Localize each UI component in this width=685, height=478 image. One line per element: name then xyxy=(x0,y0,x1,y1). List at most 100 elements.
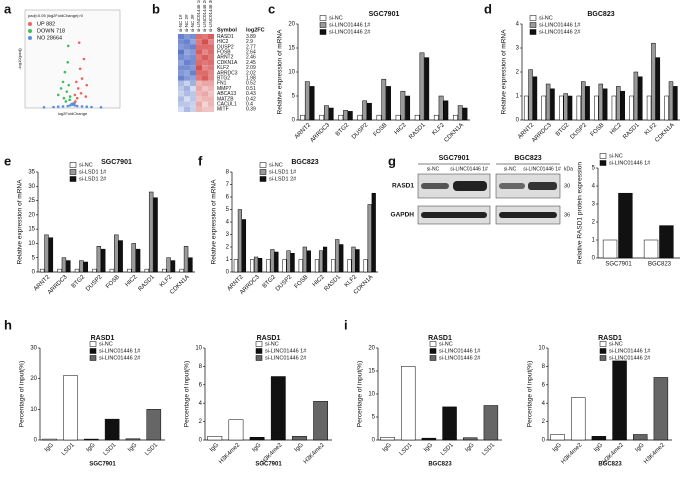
y-tick-label: 2 xyxy=(592,220,596,226)
bar xyxy=(653,377,669,441)
bar xyxy=(313,401,329,441)
legend-swatch xyxy=(255,355,263,361)
bar xyxy=(319,114,325,121)
legend-label: si-LINC01446 1# xyxy=(439,348,481,354)
point xyxy=(80,105,84,108)
bar xyxy=(66,260,71,273)
heat-cell xyxy=(178,80,184,86)
bar xyxy=(362,100,368,121)
y-axis-label: Relative RASD1 protein expression xyxy=(577,162,584,264)
legend-swatch xyxy=(259,169,267,175)
point xyxy=(59,87,63,90)
legend-label: si-NC xyxy=(539,15,553,21)
bar xyxy=(598,83,604,121)
heat-cell xyxy=(184,60,190,66)
band xyxy=(528,182,557,190)
y-tick-label: 8 xyxy=(542,364,546,370)
panel-letter: a xyxy=(4,1,12,16)
bar xyxy=(339,244,344,273)
x-tick-label: DUSP2 xyxy=(275,274,294,293)
y-tick-label: 6 xyxy=(199,382,203,388)
logfc-label: 0.43 xyxy=(246,91,256,97)
bar xyxy=(367,204,372,273)
bar xyxy=(602,239,618,259)
bar xyxy=(541,95,546,121)
heat-cell xyxy=(178,60,184,66)
legend-label: si-LSD1 2# xyxy=(79,176,107,182)
heat-cell xyxy=(202,49,208,55)
heat-cell xyxy=(208,86,214,92)
legend-label: si-LINC01446 2# xyxy=(99,355,141,361)
heat-cell xyxy=(184,34,190,40)
blot-lane: si-LINC01446 1# xyxy=(450,166,488,172)
y-tick-label: 8 xyxy=(199,364,203,370)
y-tick-label: 3 xyxy=(226,232,230,238)
x-tick-label: IgG xyxy=(44,442,55,453)
logfc-label: 0.51 xyxy=(246,86,256,92)
legend-swatch xyxy=(89,355,97,361)
point xyxy=(68,95,72,98)
logfc-label: 0.42 xyxy=(246,96,256,102)
bar xyxy=(347,111,353,121)
x-tick-label: KLF2 xyxy=(344,274,359,289)
bar xyxy=(131,243,136,273)
bar xyxy=(395,114,401,121)
heat-cell xyxy=(208,75,214,81)
heat-cell xyxy=(202,44,208,50)
heat-cell xyxy=(208,54,214,60)
y-tick-label: 0 xyxy=(516,118,520,124)
x-tick-label: IgG xyxy=(209,442,220,453)
heat-cell xyxy=(178,86,184,92)
gene-label: MMP7 xyxy=(217,86,232,92)
column-label: si-NC 1# xyxy=(178,14,183,32)
bar xyxy=(166,257,171,273)
x-tick-label: RASD1 xyxy=(138,274,157,293)
logfc-label: 0.52 xyxy=(246,81,256,87)
logfc-label: 2.64 xyxy=(246,50,256,56)
bar xyxy=(179,268,184,273)
legend-label: si-LINC01446 2# xyxy=(439,355,481,361)
heat-cell xyxy=(190,101,196,107)
x-tick-label: IgG xyxy=(634,442,645,453)
point xyxy=(84,95,88,98)
y-tick-label: 0 xyxy=(32,270,36,276)
heat-cell xyxy=(178,75,184,81)
y-tick-label: 10 xyxy=(288,70,295,76)
heat-cell xyxy=(178,34,184,40)
bar xyxy=(545,83,551,121)
bar xyxy=(351,246,356,273)
bar xyxy=(306,250,311,273)
heat-cell xyxy=(184,96,190,102)
legend-label: si-NC xyxy=(329,15,343,21)
x-tick-label: HIC2 xyxy=(312,274,326,288)
bar xyxy=(48,237,54,273)
bar xyxy=(591,436,607,441)
blot-frame xyxy=(417,163,561,225)
y-tick-label: 25 xyxy=(28,198,35,204)
bar xyxy=(567,95,573,121)
point xyxy=(61,80,65,84)
bar xyxy=(57,268,62,273)
heat-cell xyxy=(196,65,202,71)
bar xyxy=(483,405,499,441)
x-tick-label: LSD1 xyxy=(399,442,414,457)
legend-swatch xyxy=(429,341,437,347)
x-tick-label: RASD1 xyxy=(324,274,343,293)
heat-cell xyxy=(202,75,208,81)
blot-lane: si-LINC01446 1# xyxy=(523,166,561,172)
logfc-label: 3.89 xyxy=(246,34,256,40)
heat-cell xyxy=(196,91,202,97)
bar xyxy=(585,86,590,121)
y-tick-label: 5 xyxy=(372,415,376,421)
heat-cell xyxy=(202,70,208,76)
legend-label: si-NC xyxy=(439,341,453,347)
bar xyxy=(338,114,344,121)
heat-cell xyxy=(184,39,190,45)
blot-lane: si-NC xyxy=(504,166,517,172)
bar xyxy=(655,57,661,121)
heat-cell xyxy=(196,80,202,86)
bar xyxy=(419,52,425,121)
bar xyxy=(270,249,275,273)
bar xyxy=(638,76,643,121)
bar xyxy=(528,69,533,121)
